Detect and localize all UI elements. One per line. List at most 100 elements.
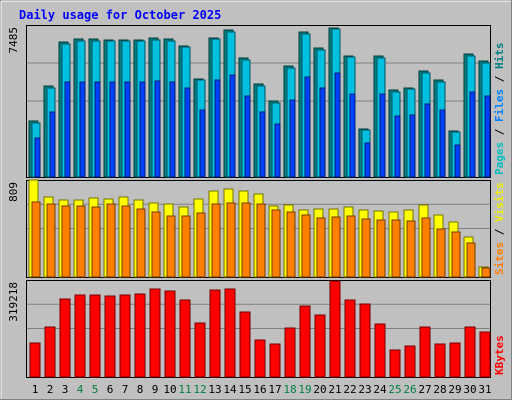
bar-kbytes-kbytes-day-6 [104,295,116,378]
day-label-2: 2 [47,383,54,396]
bar-kbytes-kbytes-day-25 [389,349,401,378]
bar-visits-sites-day-16 [256,203,266,278]
bar-kbytes-kbytes-day-14 [224,288,236,378]
bar-kbytes-kbytes-day-12 [194,322,206,378]
bar-hits-pages-day-29 [454,144,461,178]
day-label-16: 16 [253,383,266,396]
bar-visits-sites-day-13 [211,203,221,278]
bar-visits-sites-day-3 [61,205,71,278]
bar-hits-pages-day-21 [334,72,341,178]
bar-visits-sites-day-4 [76,205,86,278]
bar-visits-sites-day-22 [346,215,356,278]
bar-visits-sites-day-9 [151,211,161,278]
day-label-12: 12 [193,383,206,396]
bar-visits-sites-day-24 [376,219,386,278]
bar-hits-pages-day-3 [64,81,71,178]
bar-visits-sites-day-27 [421,217,431,278]
panel-hits-legend-part-1: Pages [493,142,506,175]
bar-visits-sites-day-12 [196,212,206,278]
bar-visits-sites-day-26 [406,220,416,278]
day-label-24: 24 [373,383,387,396]
bar-kbytes-kbytes-day-18 [284,327,296,378]
panel-visits-legend: Sites / Visits [493,182,506,275]
bar-kbytes-kbytes-day-21 [329,280,341,378]
bar-kbytes-kbytes-day-4 [74,294,86,378]
bar-kbytes-kbytes-day-10 [164,290,176,378]
bar-visits-sites-day-5 [91,206,101,278]
bar-visits-sites-day-2 [46,203,56,278]
bar-kbytes-kbytes-day-1 [29,342,41,378]
bar-kbytes-kbytes-day-16 [254,339,266,378]
bar-hits-pages-day-25 [394,115,401,178]
bar-kbytes-kbytes-day-29 [449,342,461,378]
day-label-6: 6 [107,383,114,396]
bar-hits-pages-day-10 [169,81,176,178]
day-label-28: 28 [433,383,446,396]
bar-kbytes-kbytes-day-28 [434,343,446,378]
bar-visits-sites-day-31 [481,267,491,278]
bar-hits-pages-day-8 [139,81,146,178]
bar-hits-pages-day-30 [469,91,476,178]
bar-hits-pages-day-27 [424,103,431,178]
panel-hits-legend-part-5: Hits [493,43,506,70]
bar-hits-pages-day-13 [214,79,221,178]
bar-kbytes-kbytes-day-9 [149,288,161,378]
bar-hits-pages-day-9 [154,80,161,178]
bar-visits-sites-day-18 [286,211,296,278]
day-label-27: 27 [418,383,431,396]
bar-hits-pages-day-14 [229,74,236,178]
panel-kbytes-legend-part-1: KBytes [493,335,506,375]
bar-hits-pages-day-17 [274,123,281,178]
bar-hits-pages-day-5 [94,81,101,178]
bar-hits-pages-day-2 [49,111,56,178]
bar-visits-sites-day-20 [316,217,326,278]
bar-hits-pages-day-31 [484,95,491,178]
bar-kbytes-kbytes-day-17 [269,343,281,378]
bar-kbytes-kbytes-day-30 [464,326,476,378]
bar-kbytes-kbytes-day-19 [299,305,311,378]
bar-kbytes-kbytes-day-27 [419,326,431,378]
bar-kbytes-kbytes-day-8 [134,293,146,378]
panel-visits-legend-part-2: / [493,222,506,242]
day-label-7: 7 [122,383,129,396]
day-label-9: 9 [152,383,159,396]
bar-kbytes-kbytes-day-24 [374,323,386,378]
bar-visits-sites-day-23 [361,218,371,278]
panel-visits-legend-part-1: Sites [493,242,506,275]
panel-kbytes-max-label: 319218 [7,282,20,322]
bar-kbytes-kbytes-day-20 [314,314,326,378]
panel-kbytes-legend: KBytes [493,335,506,375]
bar-visits-sites-day-19 [301,214,311,278]
bar-kbytes-kbytes-day-11 [179,299,191,378]
day-label-18: 18 [283,383,296,396]
bar-visits-sites-day-14 [226,202,236,278]
bar-visits-sites-day-15 [241,202,251,278]
bar-kbytes-kbytes-day-15 [239,311,251,378]
day-label-8: 8 [137,383,144,396]
bar-hits-pages-day-18 [289,99,296,178]
day-label-13: 13 [208,383,221,396]
panel-hits-legend-part-2: / [493,122,506,142]
day-label-25: 25 [388,383,401,396]
bar-visits-sites-day-25 [391,219,401,278]
day-label-21: 21 [328,383,341,396]
bar-hits-pages-day-6 [109,81,116,178]
panel-hits-legend: Pages / Files / Hits [493,43,506,176]
panel-hits-legend-part-4: / [493,69,506,89]
day-label-23: 23 [358,383,371,396]
day-label-11: 11 [178,383,191,396]
day-label-30: 30 [463,383,476,396]
bar-hits-pages-day-15 [244,95,251,178]
bar-visits-sites-day-17 [271,209,281,278]
bar-kbytes-kbytes-day-5 [89,294,101,378]
day-label-15: 15 [238,383,251,396]
bar-visits-sites-day-1 [31,201,41,278]
bar-visits-sites-day-21 [331,216,341,278]
bar-kbytes-kbytes-day-22 [344,299,356,378]
bar-visits-sites-day-7 [121,205,131,278]
day-label-4: 4 [77,383,84,396]
bar-visits-sites-day-29 [451,231,461,278]
day-label-20: 20 [313,383,326,396]
day-label-3: 3 [62,383,69,396]
